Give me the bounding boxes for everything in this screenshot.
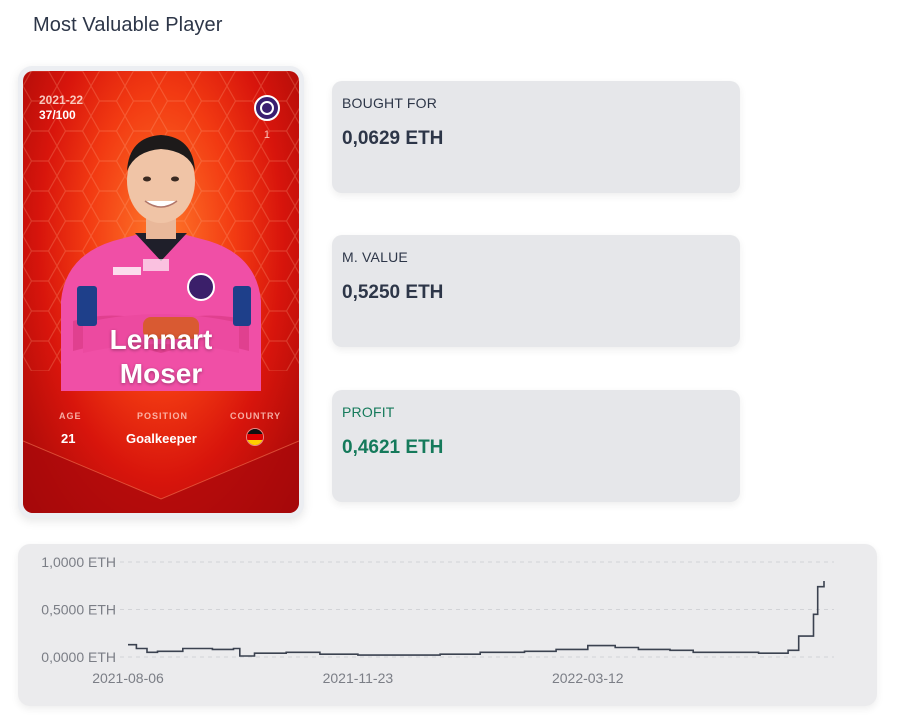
profit-value: 0,4621 ETH xyxy=(342,437,444,458)
card-number: 1 xyxy=(263,129,270,141)
bought-for-value: 0,0629 ETH xyxy=(342,128,444,149)
market-value-value: 0,5250 ETH xyxy=(342,282,444,303)
player-first-name: Lennart xyxy=(109,324,213,355)
germany-flag-icon xyxy=(247,429,263,445)
y-tick-label: 0,0000 ETH xyxy=(41,649,116,665)
country-label: COUNTRY xyxy=(230,411,282,421)
age-label: AGE xyxy=(59,411,82,421)
age-value: 21 xyxy=(61,431,76,446)
page-title: Most Valuable Player xyxy=(33,14,223,36)
value-chart-card[interactable]: 0,0000 ETH 0,5000 ETH 1,0000 ETH 2021-08-06… xyxy=(18,544,877,706)
position-value: Goalkeeper xyxy=(126,431,197,446)
value-line xyxy=(128,581,825,657)
bought-for-label: BOUGHT FOR xyxy=(342,95,438,111)
bought-for-box: BOUGHT FOR 0,0629 ETH xyxy=(332,81,740,193)
value-chart: 0,0000 ETH 0,5000 ETH 1,0000 ETH 2021-08-06… xyxy=(41,554,834,686)
club-crest-icon xyxy=(254,95,280,121)
profit-box: PROFIT 0,4621 ETH xyxy=(332,390,740,502)
player-last-name: Moser xyxy=(119,358,203,389)
card-serial: 37/100 xyxy=(39,108,76,122)
player-card[interactable]: 2021-22 37/100 1 Lennart Moser AGE 21 PO… xyxy=(18,66,304,518)
market-value-label: M. VALUE xyxy=(342,249,408,265)
profit-label: PROFIT xyxy=(342,404,395,420)
card-season: 2021-22 xyxy=(39,93,84,107)
market-value-box: M. VALUE 0,5250 ETH xyxy=(332,235,740,347)
card-face: 2021-22 37/100 1 Lennart Moser AGE 21 PO… xyxy=(23,71,299,513)
position-label: POSITION xyxy=(137,411,189,421)
player-photo xyxy=(61,135,261,391)
x-tick-label: 2022-03-12 xyxy=(552,670,624,686)
x-tick-label: 2021-08-06 xyxy=(92,670,164,686)
x-tick-label: 2021-11-23 xyxy=(323,670,394,686)
y-tick-label: 0,5000 ETH xyxy=(41,602,116,618)
card-shield-bottom xyxy=(23,371,299,513)
y-tick-label: 1,0000 ETH xyxy=(41,554,116,570)
